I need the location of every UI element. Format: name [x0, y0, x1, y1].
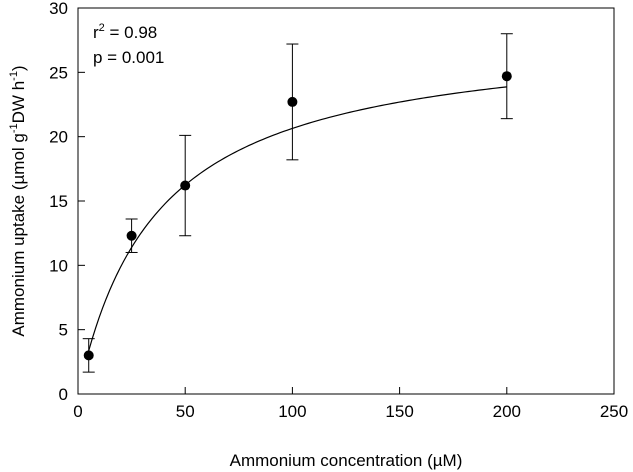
fit-curve — [88, 86, 507, 351]
x-tick-label: 100 — [278, 402, 306, 421]
x-tick-label: 50 — [176, 402, 195, 421]
data-points — [83, 71, 512, 361]
y-tick-label: 30 — [49, 0, 68, 18]
data-point — [287, 96, 298, 107]
y-tick-label: 25 — [49, 63, 68, 82]
y-tick-label: 0 — [59, 385, 68, 404]
x-tick-label: 0 — [73, 402, 82, 421]
r-squared-annotation: r2 = 0.98 — [93, 22, 157, 42]
data-point — [501, 71, 512, 82]
y-tick-label: 10 — [49, 256, 68, 275]
y-axis-ticks: 0 5 10 15 20 25 30 — [49, 0, 85, 404]
x-tick-label: 150 — [385, 402, 413, 421]
data-point — [126, 230, 137, 241]
x-tick-label: 200 — [493, 402, 521, 421]
y-axis-title: Ammonium uptake (µmol g-1DW h-1) — [8, 65, 28, 336]
y-tick-label: 20 — [49, 128, 68, 147]
y-tick-label: 5 — [59, 321, 68, 340]
x-axis-ticks: 0 50 100 150 200 250 — [73, 387, 628, 421]
data-point — [180, 180, 191, 191]
error-bars — [82, 33, 513, 373]
x-tick-label: 250 — [600, 402, 628, 421]
data-point — [83, 350, 94, 361]
x-axis-title: Ammonium concentration (µM) — [230, 451, 463, 470]
y-tick-label: 15 — [49, 192, 68, 211]
p-value-annotation: p = 0.001 — [93, 48, 164, 67]
